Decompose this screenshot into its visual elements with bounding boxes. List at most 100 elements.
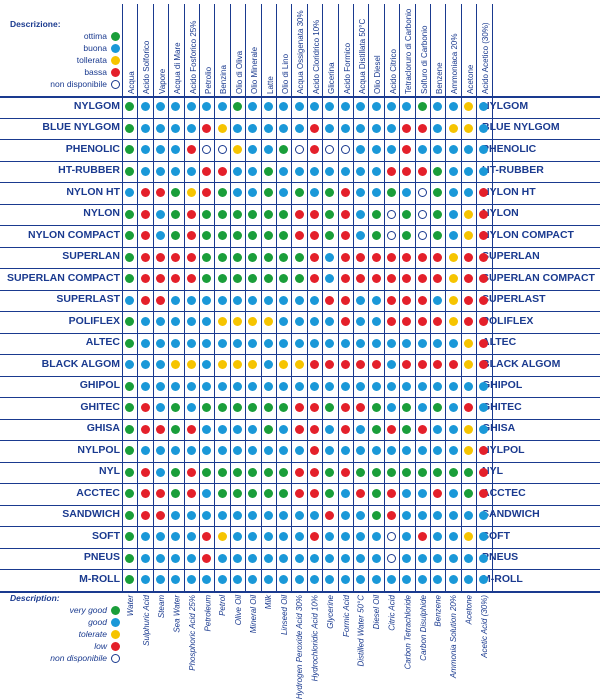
rating-dot xyxy=(294,102,304,112)
rating-dot xyxy=(125,467,135,477)
rating-dot xyxy=(371,188,381,198)
row-divider xyxy=(0,569,600,570)
rating-dot xyxy=(464,575,473,585)
rating-dot xyxy=(433,532,443,542)
rating-dot xyxy=(248,252,258,262)
rating-dot xyxy=(186,360,196,370)
rating-dot xyxy=(340,424,350,434)
rating-dot xyxy=(202,424,212,434)
column-footer: Carbon Disulphide xyxy=(417,595,429,685)
rating-dot xyxy=(340,317,350,327)
rating-dot xyxy=(340,532,350,542)
rating-dot xyxy=(279,467,289,477)
rating-dot xyxy=(310,360,319,370)
rating-dot xyxy=(171,102,181,112)
rating-dot xyxy=(448,489,458,499)
rating-dot xyxy=(402,102,412,112)
rating-dot xyxy=(279,102,289,112)
row-label-left: GHISA xyxy=(86,422,120,435)
legend-title: Descrizione: xyxy=(10,19,61,29)
rating-dot xyxy=(294,231,304,241)
rating-dot xyxy=(340,403,350,413)
row-label-left: SUPERLAST xyxy=(56,293,120,306)
column-footer: Acetone xyxy=(463,595,475,685)
rating-dot xyxy=(263,295,273,305)
rating-dot xyxy=(294,188,304,198)
row-label-right: NYLON COMPACT xyxy=(482,228,574,241)
row-divider xyxy=(0,182,600,183)
legend-item: ottima xyxy=(10,30,120,42)
rating-dot xyxy=(325,532,335,542)
rating-dot xyxy=(356,381,366,391)
rating-dot xyxy=(433,252,443,262)
rating-dot xyxy=(171,489,181,499)
rating-dot xyxy=(140,231,150,241)
rating-dot xyxy=(125,188,135,198)
legend-dot xyxy=(111,43,120,53)
row-label-right: GHITEC xyxy=(482,400,522,413)
column-footer: Water xyxy=(124,595,136,685)
rating-dot xyxy=(402,553,412,563)
column-footer: Formic Acid xyxy=(340,595,352,685)
rating-dot xyxy=(402,510,412,520)
row-label-right: SANDWICH xyxy=(482,508,540,521)
rating-dot xyxy=(140,338,150,348)
column-divider xyxy=(122,4,123,591)
rating-dot xyxy=(402,252,412,262)
rating-dot xyxy=(279,338,289,348)
row-divider xyxy=(0,354,600,355)
rating-dot xyxy=(340,489,350,499)
rating-dot xyxy=(340,338,350,348)
rating-dot xyxy=(371,145,381,155)
column-header-label: Olio di Lino xyxy=(281,53,290,94)
rating-dot xyxy=(171,145,181,155)
rating-dot xyxy=(140,489,150,499)
rating-dot xyxy=(156,446,165,456)
rating-dot xyxy=(433,102,443,112)
row-label-left: BLACK ALGOM xyxy=(41,357,120,370)
rating-dot xyxy=(479,166,489,176)
rating-dot xyxy=(448,145,458,155)
rating-dot xyxy=(356,274,366,284)
rating-dot xyxy=(387,188,396,198)
rating-dot xyxy=(325,274,335,284)
column-divider xyxy=(152,4,154,591)
legend-label: non disponibile xyxy=(50,653,107,663)
rating-dot xyxy=(294,123,304,133)
legend-item: non disponibile xyxy=(10,652,120,664)
rating-dot xyxy=(356,231,366,241)
column-header-label: Olio Diesel xyxy=(373,55,383,94)
rating-dot xyxy=(248,510,258,520)
rating-dot xyxy=(479,231,489,241)
column-header: Solfuro di Carbonio xyxy=(417,4,429,94)
rating-dot xyxy=(371,123,381,133)
rating-dot xyxy=(464,123,473,133)
column-header: Acetone xyxy=(463,4,475,94)
rating-dot xyxy=(186,381,196,391)
rating-dot xyxy=(171,274,181,284)
rating-dot xyxy=(340,166,350,176)
rating-dot xyxy=(202,188,212,198)
rating-dot xyxy=(217,360,227,370)
column-header-label: Olio di Oliva xyxy=(234,50,244,94)
row-divider xyxy=(0,418,600,420)
rating-dot xyxy=(248,102,258,112)
row-label-right: SOFT xyxy=(482,529,510,542)
rating-dot xyxy=(479,446,489,456)
row-label-left: NYLON HT xyxy=(66,185,120,198)
rating-dot xyxy=(233,446,242,456)
rating-dot xyxy=(294,489,304,499)
column-header: Acqua xyxy=(124,4,136,94)
rating-dot xyxy=(171,446,181,456)
rating-dot xyxy=(125,317,135,327)
rating-dot xyxy=(202,381,212,391)
rating-dot xyxy=(356,510,366,520)
rating-dot xyxy=(186,575,196,585)
column-header: Olio Diesel xyxy=(370,4,382,94)
row-label-right: GHISA xyxy=(482,422,516,435)
rating-dot xyxy=(356,553,366,563)
rating-dot xyxy=(448,553,458,563)
rating-dot xyxy=(479,360,489,370)
rating-dot xyxy=(479,102,489,112)
table-top-line xyxy=(0,96,600,98)
